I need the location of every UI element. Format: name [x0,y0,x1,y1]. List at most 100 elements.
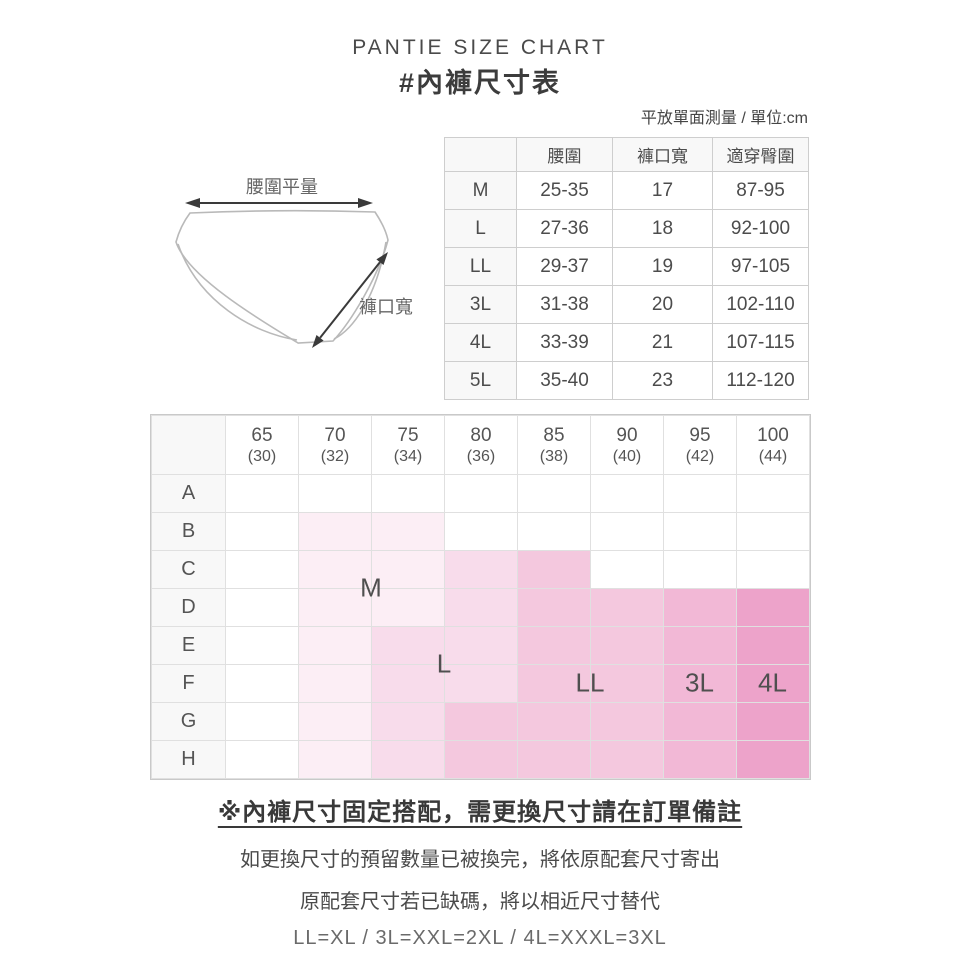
fit-grid-region-label: LL [575,667,605,698]
size-table-col-header: 褲口寬 [612,137,713,172]
size-table-cell: 17 [612,171,713,210]
size-table-row-label: LL [444,247,517,286]
notes-section: ※內褲尺寸固定搭配，需更換尺寸請在訂單備註 如更換尺寸的預留數量已被換完，將依原… [0,792,960,950]
fit-grid-cell [225,702,299,741]
fit-grid-cell [590,588,664,627]
col-header-paren: (42) [685,447,715,465]
fit-grid-cell [298,550,372,589]
fit-grid-row-label: A [151,474,226,513]
size-table-cell: 92-100 [712,209,809,248]
size-table-row-label: L [444,209,517,248]
fit-grid-cell [663,474,737,513]
fit-grid-cell [517,664,591,703]
fit-grid-cell [371,512,445,551]
fit-grid-row: H [151,740,810,779]
size-table-cell: 21 [612,323,713,362]
fit-grid-cell [590,626,664,665]
fit-grid-header-row: 65 (30) 70 (32) 75 (34) 80 (36) 85 (38) 90 (40) 95 (4… [151,415,810,475]
size-table-cell: 87-95 [712,171,809,210]
fit-grid-row-label: C [151,550,226,589]
leg-opening-arrow [312,252,388,348]
size-table-row-label: 5L [444,361,517,400]
fit-grid-cell [590,664,664,703]
col-header-size: 100 [757,424,789,446]
note-line-2: 原配套尺寸若已缺碼，將以相近尺寸替代 [300,891,660,913]
fit-grid-cell [298,664,372,703]
fit-grid-region-label: 3L [685,667,714,698]
size-table-cell: 31-38 [516,285,613,324]
fit-grid-cell [663,588,737,627]
size-table-cell: 29-37 [516,247,613,286]
fit-grid-cell [444,664,518,703]
waist-measure-label: 腰圍平量 [246,177,318,197]
fit-grid-row-label: H [151,740,226,779]
fit-grid-row-label: E [151,626,226,665]
fit-grid-col-header: 95 (42) [663,415,737,475]
col-header-size: 90 [616,424,638,446]
size-table-row: L 27-36 18 92-100 [444,209,809,248]
fit-grid-cell [371,626,445,665]
fit-grid-cell [298,740,372,779]
col-header-paren: (34) [393,447,423,465]
size-table-cell: 35-40 [516,361,613,400]
size-table-col-header: 腰圍 [516,137,613,172]
fit-grid-corner [151,415,226,475]
fit-grid-cell [225,512,299,551]
size-table-row: M 25-35 17 87-95 [444,171,809,210]
col-header-size: 70 [324,424,346,446]
fit-grid-cell [298,512,372,551]
fit-grid-cell [590,740,664,779]
fit-grid-cell [371,702,445,741]
fit-grid-cell [663,512,737,551]
fit-grid-cell [444,550,518,589]
note-line-size-equivalents: LL=XL / 3L=XXL=2XL / 4L=XXXL=3XL [293,927,667,949]
fit-grid-cell [736,702,810,741]
size-table-cell: 97-105 [712,247,809,286]
size-table-row-label: 3L [444,285,517,324]
fit-grid-cell [444,702,518,741]
pantie-diagram: 腰圍平量 褲口寬 [175,177,413,348]
note-headline: ※內褲尺寸固定搭配，需更換尺寸請在訂單備註 [217,799,743,826]
size-table-cell: 25-35 [516,171,613,210]
col-header-paren: (32) [320,447,350,465]
fit-grid-cell [663,626,737,665]
fit-grid-col-header: 85 (38) [517,415,591,475]
fit-grid-row-label: D [151,588,226,627]
fit-grid-cell [225,664,299,703]
fit-grid-row: C [151,550,810,589]
fit-grid-col-header: 65 (30) [225,415,299,475]
fit-grid-cell [736,512,810,551]
fit-grid-col-header: 90 (40) [590,415,664,475]
fit-grid-cell [444,512,518,551]
size-table-header-row: 腰圍 褲口寬 適穿臀圍 [444,137,809,172]
size-table-body: M 25-35 17 87-95 L 27-36 18 92-100 LL 29-37 19 97-1… [444,171,809,400]
col-header-paren: (40) [612,447,642,465]
col-header-paren: (44) [758,447,788,465]
fit-grid-cell [444,474,518,513]
fit-grid-cell [225,740,299,779]
size-table-cell: 20 [612,285,713,324]
size-table-row: LL 29-37 19 97-105 [444,247,809,286]
col-header-size: 75 [397,424,419,446]
fit-grid-cell [517,626,591,665]
size-table-cell: 19 [612,247,713,286]
fit-grid-cell [517,474,591,513]
size-table-corner [444,137,517,172]
col-header-size: 80 [470,424,492,446]
fit-grid-cell [663,702,737,741]
fit-grid-cell [517,588,591,627]
fit-grid-cell [225,588,299,627]
fit-grid-cell [736,550,810,589]
fit-grid-cell [590,702,664,741]
fit-grid-cell [298,702,372,741]
fit-grid-row: G [151,702,810,741]
col-header-size: 95 [689,424,711,446]
fit-grid-row: E [151,626,810,665]
size-table-head: 腰圍 褲口寬 適穿臀圍 [444,137,809,172]
fit-grid-cell [736,626,810,665]
fit-grid-cell [517,550,591,589]
fit-grid-cell [371,550,445,589]
page-title-en: PANTIE SIZE CHART [352,36,608,59]
fit-grid-row: D [151,588,810,627]
